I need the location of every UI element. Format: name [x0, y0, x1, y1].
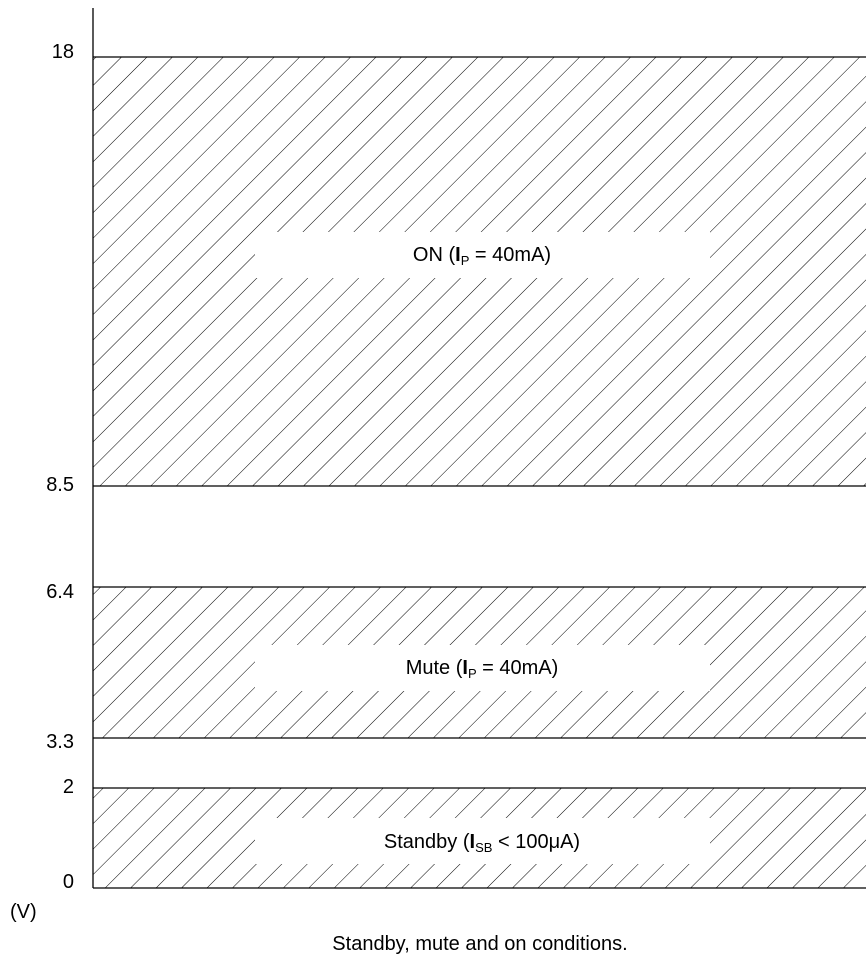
- tick-label-6-4: 6.4: [46, 581, 74, 603]
- tick-label-3-3: 3.3: [46, 731, 74, 753]
- region-mute-label: Mute (IP = 40mA): [406, 657, 559, 681]
- tick-label-8-5: 8.5: [46, 474, 74, 496]
- figure-caption: Standby, mute and on conditions.: [332, 933, 627, 955]
- tick-label-0: 0: [63, 871, 74, 893]
- region-standby-label: Standby (ISB < 100μA): [384, 831, 580, 855]
- unit-label: (V): [10, 901, 37, 923]
- region-standby-label-mask: [255, 818, 710, 864]
- region-mute-label-mask: [255, 645, 710, 691]
- region-on-label: ON (IP = 40mA): [413, 244, 551, 268]
- tick-label-2: 2: [63, 776, 74, 798]
- region-on-label-mask: [255, 232, 710, 278]
- tick-label-18: 18: [52, 41, 74, 63]
